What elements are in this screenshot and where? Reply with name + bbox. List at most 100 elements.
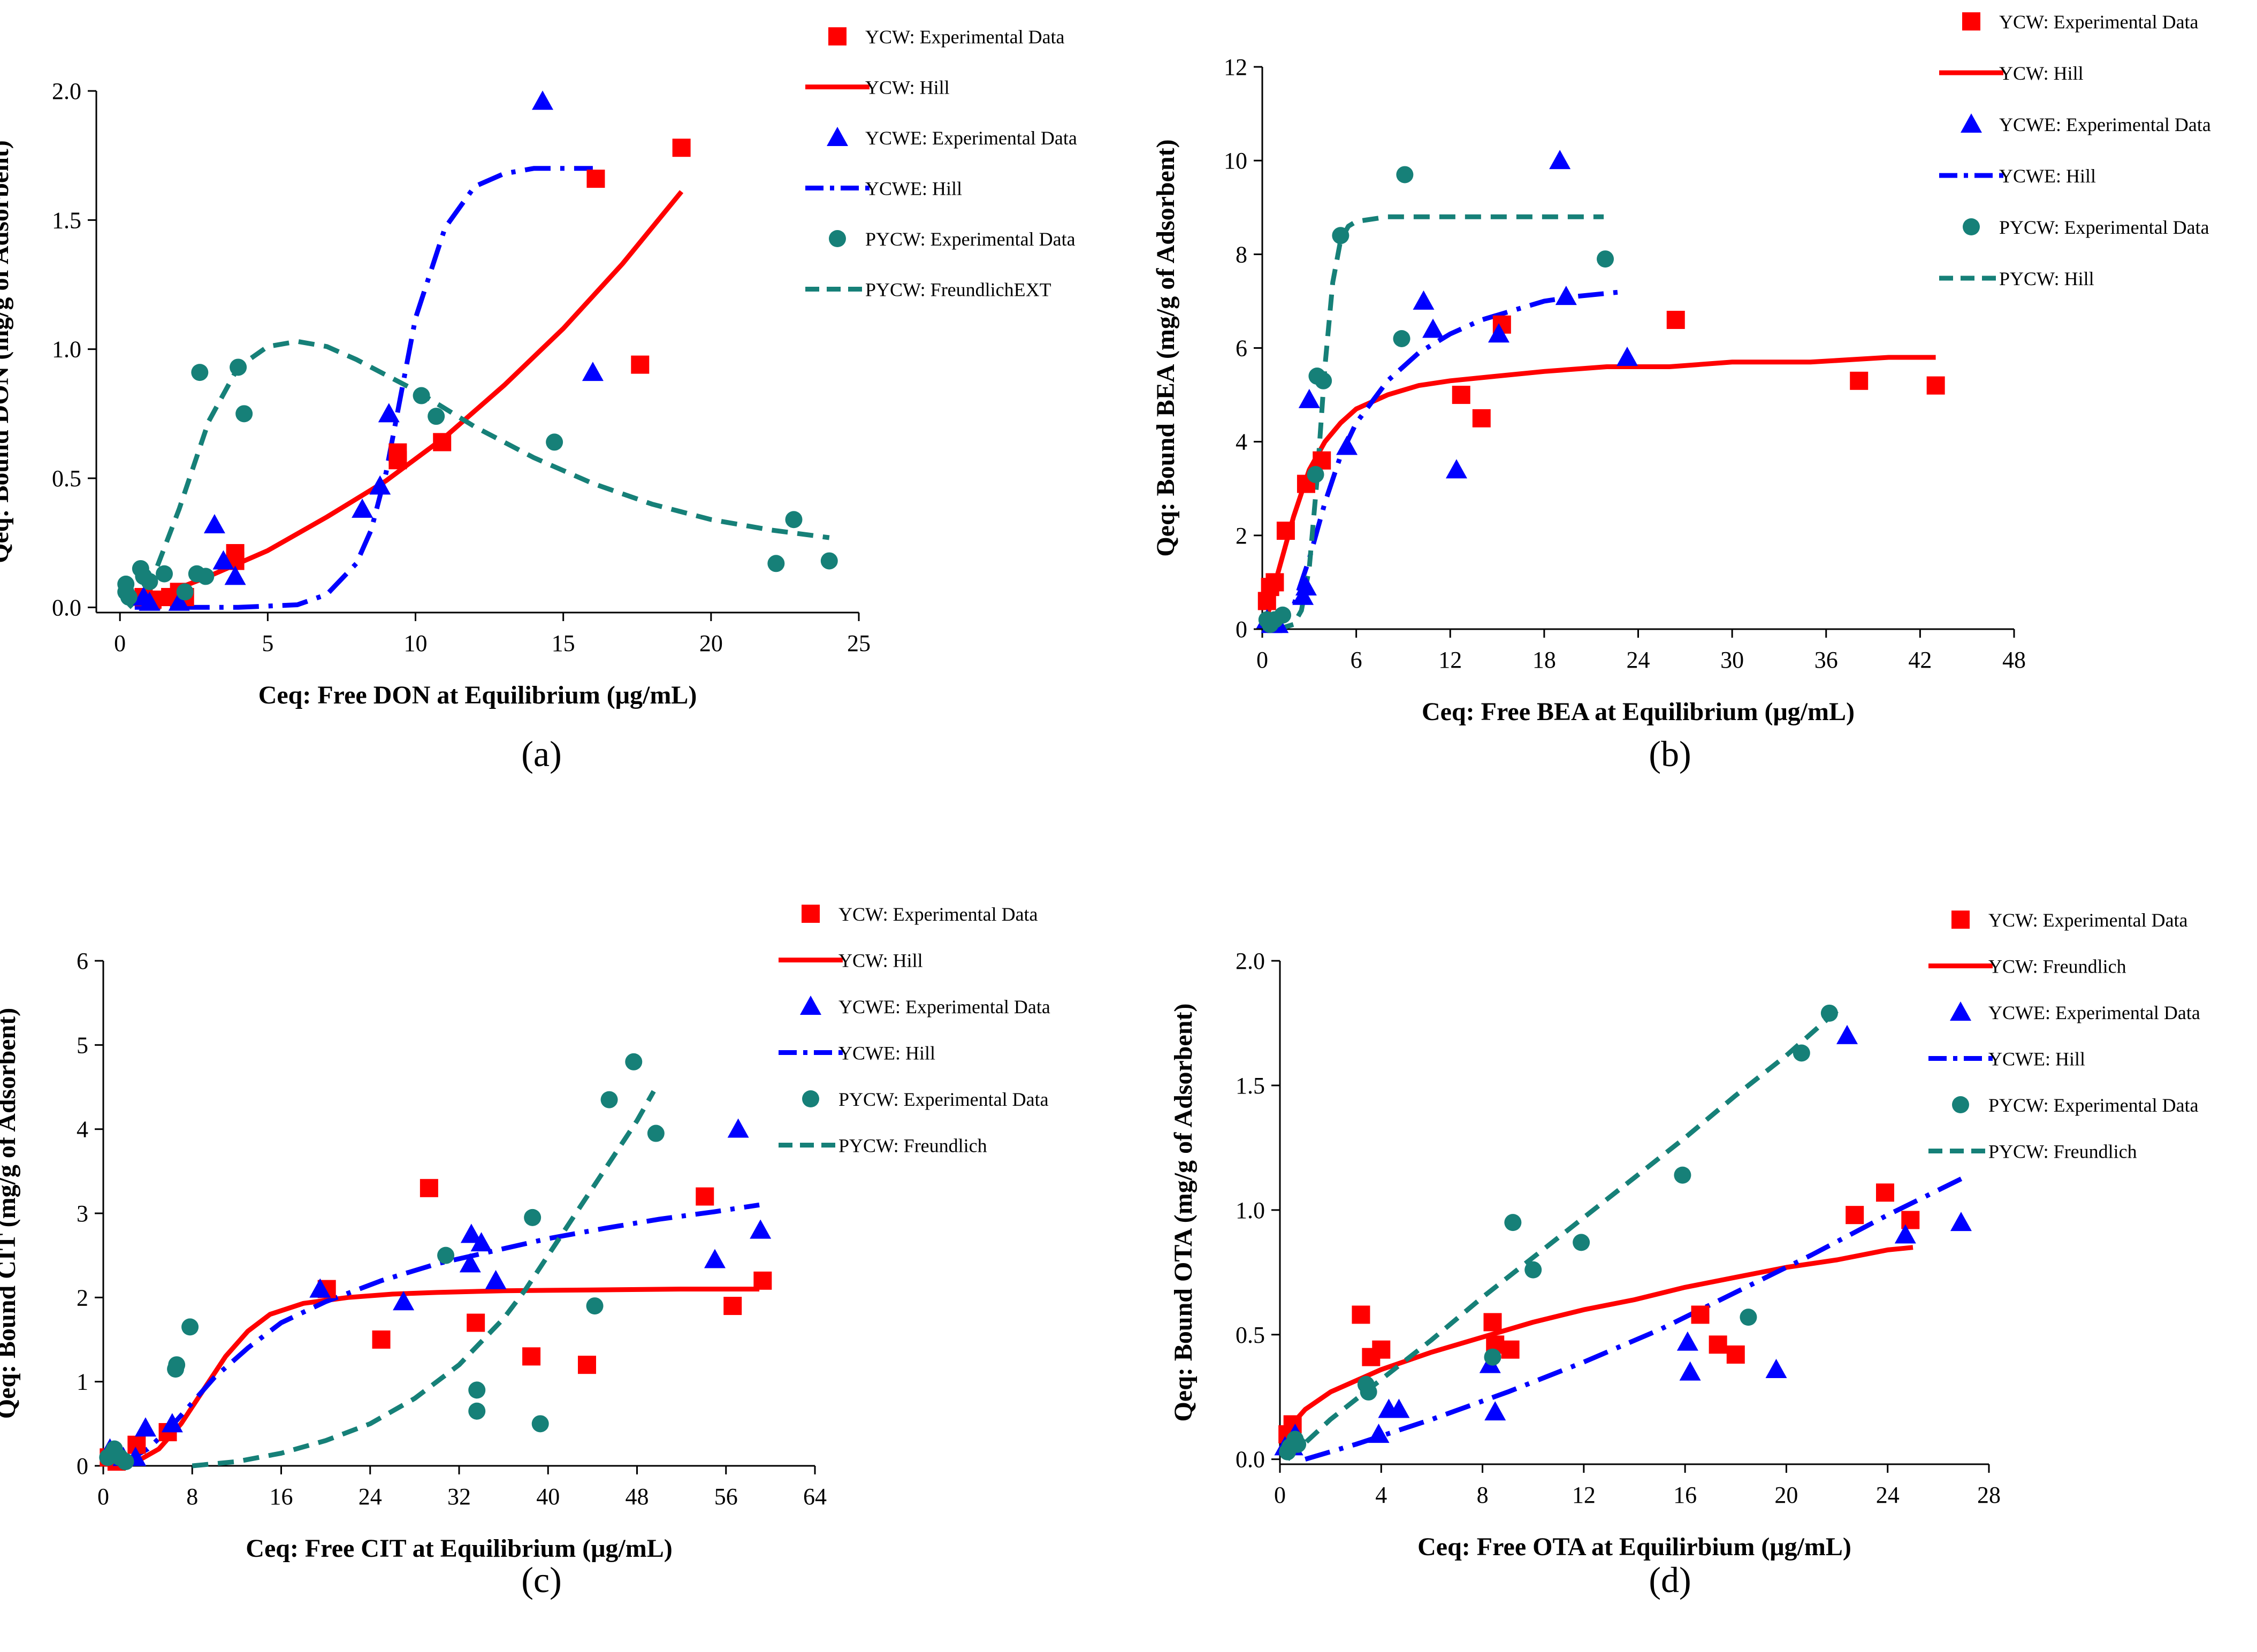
data-point (369, 475, 391, 495)
data-point (1396, 166, 1414, 183)
y-tick-label: 0.5 (1236, 1322, 1265, 1348)
legend-marker (802, 905, 820, 923)
x-tick-label: 24 (1627, 647, 1650, 673)
data-point (1597, 250, 1614, 268)
y-tick-label: 8 (1236, 241, 1247, 267)
y-tick-label: 2 (77, 1284, 88, 1311)
legend-label: PYCW: Experimental Data (865, 228, 1076, 250)
panel-label: (b) (1649, 733, 1691, 774)
data-point (577, 1356, 596, 1374)
data-point (1765, 1358, 1787, 1378)
legend-label: YCWE: Hill (865, 178, 962, 200)
legend-marker (1963, 218, 1980, 235)
legend-marker (827, 127, 848, 146)
y-axis-title: Qeq: Bound DON (mg/g of Adsorbent) (0, 140, 14, 563)
x-tick-label: 0 (114, 630, 126, 656)
legend-label: PYCW: Experimental Data (1999, 217, 2209, 238)
x-tick-label: 5 (262, 630, 273, 656)
y-tick-label: 1 (77, 1369, 88, 1395)
data-point (1740, 1309, 1757, 1326)
legend-label: YCWE: Hill (1988, 1049, 2085, 1070)
fit-curve (127, 339, 830, 609)
data-point (1274, 606, 1292, 624)
data-point (1875, 1183, 1894, 1202)
data-point (388, 451, 407, 470)
x-tick-label: 16 (1673, 1482, 1697, 1508)
data-point (1307, 465, 1324, 483)
legend-label: PYCW: Hill (1999, 268, 2094, 289)
data-point (117, 575, 135, 593)
data-point (1388, 1398, 1410, 1418)
data-point (1894, 1224, 1916, 1244)
data-point (582, 362, 604, 381)
data-point (1793, 1044, 1810, 1062)
legend-label: YCWE: Experimental Data (1988, 1002, 2200, 1023)
data-point (224, 565, 246, 585)
data-point (1336, 435, 1358, 455)
x-axis-title: Ceq: Free DON at Equilibrium (μg/mL) (258, 681, 697, 709)
x-axis-title: Ceq: Free OTA at Equilirbium (μg/mL) (1417, 1533, 1851, 1561)
y-tick-label: 1.0 (1236, 1197, 1265, 1223)
data-point (197, 568, 215, 585)
data-point (1504, 1214, 1522, 1232)
y-tick-label: 2.0 (52, 78, 81, 104)
legend-label: YCWE: Experimental Data (1999, 114, 2211, 135)
x-tick-label: 40 (536, 1483, 560, 1510)
x-tick-label: 36 (1814, 647, 1838, 673)
x-tick-label: 8 (186, 1483, 198, 1510)
legend-label: PYCW: Freundlich (838, 1135, 987, 1157)
data-point (460, 1223, 482, 1243)
legend-marker (800, 996, 821, 1015)
x-tick-label: 42 (1908, 647, 1932, 673)
data-point (459, 1253, 481, 1273)
data-point (1726, 1345, 1745, 1364)
y-axis-title: Qeq: Bound OTA (mg/g of Adsorbent) (1169, 1004, 1198, 1422)
data-point (753, 1271, 772, 1290)
x-tick-label: 12 (1572, 1482, 1596, 1508)
data-point (161, 1413, 183, 1433)
data-point (1372, 1340, 1391, 1359)
data-point (723, 1297, 742, 1316)
data-point (1926, 376, 1945, 395)
data-point (203, 514, 225, 533)
data-point (413, 387, 430, 404)
data-point (437, 1246, 455, 1264)
data-point (134, 1417, 156, 1437)
data-point (156, 565, 173, 583)
data-point (191, 364, 209, 381)
data-point (1393, 330, 1410, 347)
y-tick-label: 4 (77, 1116, 88, 1143)
panel-label: (a) (521, 733, 561, 774)
data-point (524, 1209, 542, 1226)
data-point (1445, 459, 1467, 479)
chart-svg-a: 0 5 10 15 20 25 0.0 0.5 1.0 1.5 2.0 Ceq: Free DON a… (0, 26, 1077, 774)
legend-label: YCW: Freundlich (1988, 956, 2126, 977)
x-tick-label: 12 (1438, 647, 1462, 673)
chart-panel-d: 0 4 8 12 16 20 24 28 0.0 0.5 1.0 1.5 2.0 Ceq: Free OT… (1128, 826, 2257, 1652)
legend-marker (1951, 911, 1970, 929)
chart-panel-a: 0 5 10 15 20 25 0.0 0.5 1.0 1.5 2.0 Ceq: Free DON a… (0, 0, 1128, 826)
data-point (785, 511, 803, 529)
legend-marker (802, 1090, 819, 1107)
data-point (420, 1179, 438, 1197)
x-tick-label: 16 (270, 1483, 293, 1510)
data-point (1315, 372, 1332, 389)
data-point (235, 405, 253, 423)
y-axis-title: Qeq: Bound CIT (mg/g of Adsorbent) (0, 1008, 21, 1419)
data-point (141, 573, 158, 591)
data-point (531, 1415, 549, 1433)
y-axis-title: Qeq: Bound BEA (mg/g of Adsorbent) (1152, 139, 1180, 556)
x-tick-label: 0 (1256, 647, 1268, 673)
data-point (372, 1330, 391, 1349)
data-point (1901, 1211, 1920, 1229)
legend-marker (828, 27, 847, 45)
data-point (352, 498, 373, 518)
x-tick-label: 32 (447, 1483, 471, 1510)
data-point (181, 1318, 199, 1336)
x-tick-label: 4 (1375, 1482, 1387, 1508)
panel-label: (c) (521, 1559, 561, 1600)
legend-marker (829, 230, 846, 247)
data-point (1265, 573, 1284, 592)
x-tick-label: 10 (404, 630, 428, 656)
